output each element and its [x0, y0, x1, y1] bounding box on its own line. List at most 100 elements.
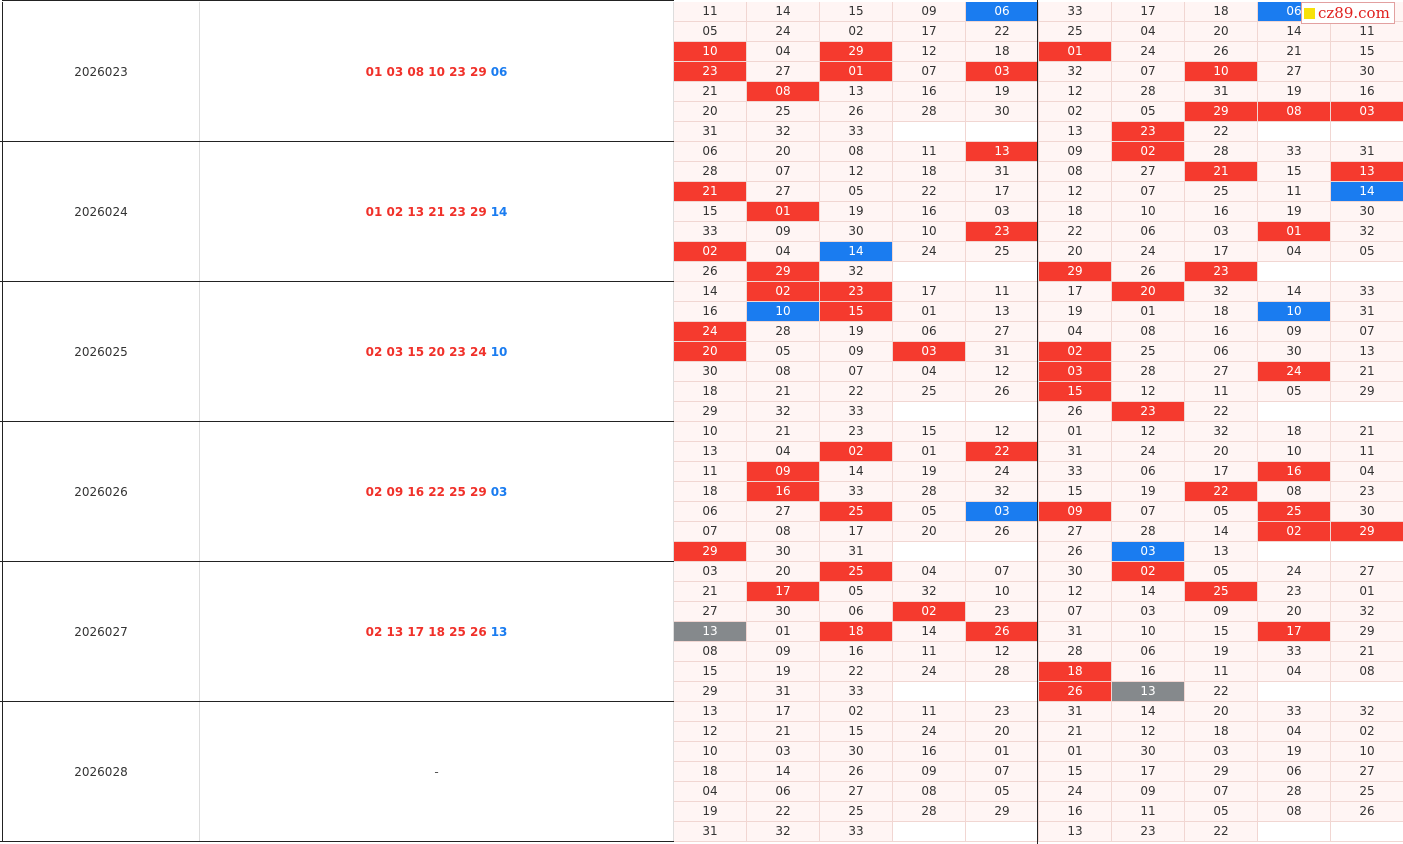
grid-number-cell: 28: [1112, 362, 1185, 382]
grid-number-cell: 05: [674, 22, 747, 42]
grid-number-cell: 09: [1258, 322, 1331, 342]
watermark-text: cz89.com: [1318, 4, 1390, 22]
grid-number-cell: 17: [966, 182, 1039, 202]
blue-ball: 10: [490, 344, 508, 359]
grid-number-cell: [1331, 542, 1403, 562]
grid-number-cell: 12: [1039, 582, 1112, 602]
grid-number-cell: 15: [674, 662, 747, 682]
grid-number-cell: 29: [1039, 262, 1112, 282]
grid-number-cell: 23: [674, 62, 747, 82]
grid-number-cell: 31: [1185, 82, 1258, 102]
grid-number-cell: 01: [1331, 582, 1403, 602]
grid-number-cell: 26: [1331, 802, 1403, 822]
blue-ball: 03: [490, 484, 508, 499]
grid-number-cell: [893, 822, 966, 842]
grid-number-cell: 07: [820, 362, 893, 382]
grid-number-cell: 03: [1185, 222, 1258, 242]
grid-number-cell: 16: [747, 482, 820, 502]
grid-number-cell: 05: [747, 342, 820, 362]
grid-number-cell: 22: [1185, 822, 1258, 842]
grid-number-cell: 08: [1258, 102, 1331, 122]
grid-number-cell: 11: [1258, 182, 1331, 202]
grid-number-cell: 10: [747, 302, 820, 322]
grid-number-cell: 32: [1039, 62, 1112, 82]
grid-number-cell: 05: [1258, 382, 1331, 402]
grid-number-cell: 01: [1039, 742, 1112, 762]
grid-number-cell: 10: [1258, 442, 1331, 462]
grid-number-cell: [893, 402, 966, 422]
grid-number-cell: 17: [747, 582, 820, 602]
grid-number-cell: 30: [1331, 202, 1403, 222]
grid-number-cell: 24: [1258, 362, 1331, 382]
grid-number-cell: 30: [966, 102, 1039, 122]
grid-number-cell: 10: [674, 422, 747, 442]
grid-number-cell: 15: [820, 2, 893, 22]
grid-number-cell: 27: [820, 782, 893, 802]
grid-number-cell: 28: [893, 802, 966, 822]
number-grid: 11 14 15 09 06 33 17 18 06 05 24 02 17 22 25 04 20 14 11 10…: [674, 2, 1403, 142]
grid-number-cell: 29: [966, 802, 1039, 822]
grid-number-cell: 03: [966, 202, 1039, 222]
grid-number-cell: 18: [893, 162, 966, 182]
grid-number-cell: 24: [893, 722, 966, 742]
grid-number-cell: 16: [893, 82, 966, 102]
grid-number-cell: 26: [1039, 402, 1112, 422]
grid-number-cell: 02: [820, 22, 893, 42]
grid-number-cell: 12: [1039, 82, 1112, 102]
grid-number-cell: 26: [966, 522, 1039, 542]
grid-number-cell: 14: [1185, 522, 1258, 542]
grid-number-cell: 29: [674, 542, 747, 562]
grid-number-cell: 29: [1331, 622, 1403, 642]
grid-number-cell: 04: [1258, 722, 1331, 742]
grid-number-cell: [1331, 822, 1403, 842]
grid-number-cell: 17: [893, 282, 966, 302]
grid-number-cell: 08: [893, 782, 966, 802]
grid-number-cell: 07: [1039, 602, 1112, 622]
grid-number-cell: 27: [1112, 162, 1185, 182]
blue-ball: 14: [490, 204, 508, 219]
grid-number-cell: 15: [1185, 622, 1258, 642]
grid-number-cell: 13: [1331, 162, 1403, 182]
grid-number-cell: 11: [674, 2, 747, 22]
grid-number-cell: 07: [1112, 502, 1185, 522]
grid-number-cell: 12: [820, 162, 893, 182]
grid-number-cell: 17: [747, 702, 820, 722]
grid-number-cell: 27: [1258, 62, 1331, 82]
grid-number-cell: 22: [893, 182, 966, 202]
grid-number-cell: 12: [1112, 422, 1185, 442]
grid-number-cell: 32: [966, 482, 1039, 502]
grid-number-cell: 09: [1112, 782, 1185, 802]
grid-number-cell: 24: [747, 22, 820, 42]
grid-number-cell: 04: [674, 782, 747, 802]
grid-number-cell: 28: [1039, 642, 1112, 662]
grid-number-cell: 17: [820, 522, 893, 542]
grid-number-cell: 20: [1185, 22, 1258, 42]
grid-number-cell: 31: [966, 162, 1039, 182]
no-result-dash: -: [434, 764, 439, 779]
draw-result: 01 02 13 21 23 29 14: [200, 142, 674, 281]
grid-number-cell: 10: [1331, 742, 1403, 762]
grid-number-cell: 19: [1112, 482, 1185, 502]
grid-number-cell: 07: [966, 562, 1039, 582]
grid-number-cell: 33: [820, 402, 893, 422]
grid-number-cell: 23: [1331, 482, 1403, 502]
grid-number-cell: 18: [1258, 422, 1331, 442]
grid-number-cell: 11: [893, 642, 966, 662]
grid-number-cell: 29: [1331, 382, 1403, 402]
issue-number: 2026023: [2, 2, 200, 141]
grid-number-cell: 07: [747, 162, 820, 182]
grid-number-cell: 18: [1039, 202, 1112, 222]
grid-number-cell: 33: [1039, 2, 1112, 22]
grid-number-cell: 12: [966, 422, 1039, 442]
grid-number-cell: 29: [1185, 762, 1258, 782]
grid-number-cell: 04: [1112, 22, 1185, 42]
grid-number-cell: 02: [674, 242, 747, 262]
grid-number-cell: 29: [1185, 102, 1258, 122]
grid-number-cell: 02: [1112, 562, 1185, 582]
grid-number-cell: 33: [820, 122, 893, 142]
grid-number-cell: 30: [747, 542, 820, 562]
issue-row: 2026028-13 17 02 11 23 31 14 20 33 32 12 21 15 24 20 21…: [0, 702, 1403, 842]
grid-number-cell: 02: [820, 442, 893, 462]
grid-number-cell: 19: [1039, 302, 1112, 322]
grid-number-cell: 11: [1331, 22, 1403, 42]
